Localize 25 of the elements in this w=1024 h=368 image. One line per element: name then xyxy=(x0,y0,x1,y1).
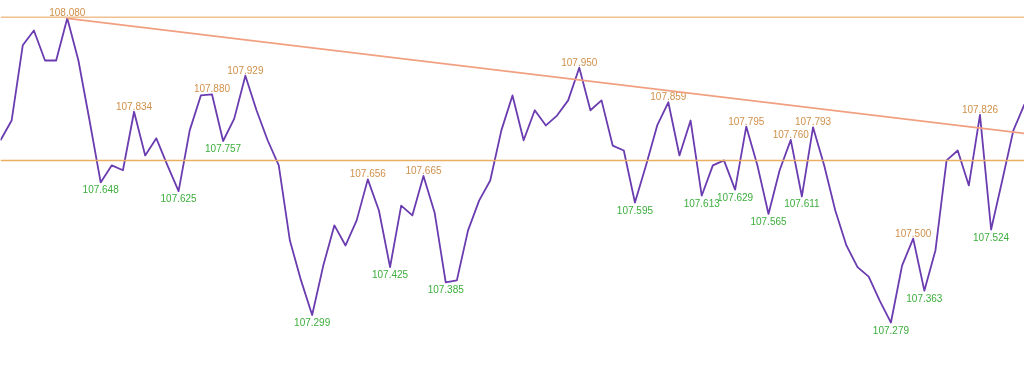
data-label: 107.950 xyxy=(561,56,598,68)
data-label: 107.611 xyxy=(784,198,821,210)
data-label: 107.595 xyxy=(616,204,654,216)
data-label: 107.665 xyxy=(405,164,442,176)
data-label: 107.929 xyxy=(227,64,264,76)
data-label: 107.834 xyxy=(115,100,153,112)
data-label: 107.795 xyxy=(728,115,765,127)
data-label: 108.080 xyxy=(49,7,86,19)
data-label: 107.793 xyxy=(794,116,832,128)
data-label: 107.656 xyxy=(349,168,387,180)
data-label: 107.299 xyxy=(294,316,331,328)
data-label: 107.363 xyxy=(906,292,943,304)
data-label: 107.625 xyxy=(160,193,198,205)
data-label: 107.425 xyxy=(371,269,409,281)
data-label: 107.859 xyxy=(650,91,687,103)
data-label: 107.524 xyxy=(973,231,1010,243)
data-label: 107.648 xyxy=(82,184,120,196)
data-label: 107.826 xyxy=(961,103,999,115)
data-label: 107.500 xyxy=(895,227,932,239)
data-label: 107.757 xyxy=(205,143,242,155)
data-label: 107.385 xyxy=(427,284,465,296)
data-label: 107.880 xyxy=(193,83,231,95)
data-label: 107.760 xyxy=(772,128,810,140)
data-label: 107.279 xyxy=(872,324,910,336)
data-label: 107.565 xyxy=(750,215,788,227)
